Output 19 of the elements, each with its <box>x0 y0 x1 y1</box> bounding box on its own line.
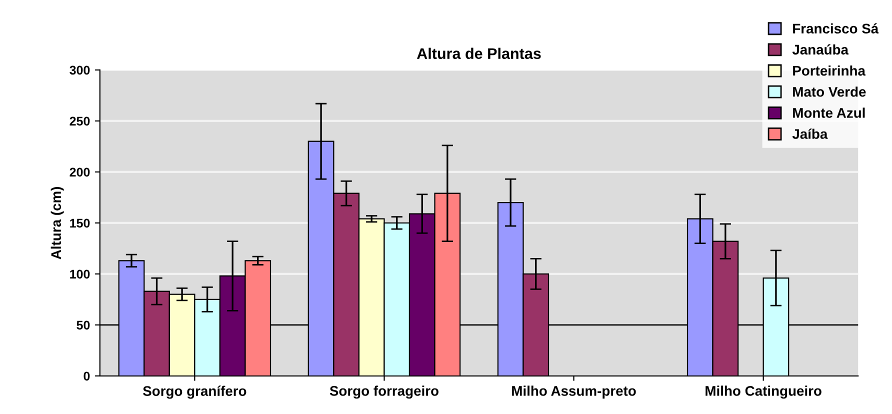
y-tick-label: 50 <box>76 320 90 330</box>
y-tick-label: 150 <box>70 218 90 228</box>
y-tick-label: 0 <box>84 372 90 381</box>
chart-title: Altura de Plantas <box>416 48 541 60</box>
y-tick-label: 200 <box>70 168 90 177</box>
legend-label: Porteirinha <box>793 65 866 76</box>
legend-label: Janaúba <box>792 44 849 55</box>
legend-label: Monte Azul <box>793 108 865 118</box>
x-tick-label: Sorgo granífero <box>142 386 246 399</box>
y-tick-label: 250 <box>70 116 90 126</box>
y-axis-title: Altura (cm) <box>50 186 64 260</box>
x-tick-label: Sorgo forrageiro <box>330 386 438 399</box>
y-tick-label: 300 <box>70 66 90 75</box>
y-tick-label: 100 <box>70 270 90 279</box>
legend-label: Jaíba <box>792 128 828 139</box>
x-tick-label: Milho Assum-preto <box>512 386 636 399</box>
legend-label: Francisco Sá <box>793 23 879 34</box>
legend-label: Mato Verde <box>793 86 866 97</box>
x-tick-label: Milho Catingueiro <box>706 386 822 399</box>
